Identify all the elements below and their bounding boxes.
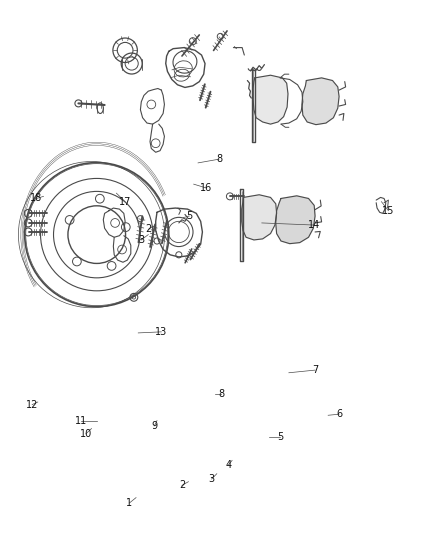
Text: 5: 5 [277,432,283,441]
Text: 18: 18 [30,193,42,204]
Polygon shape [253,75,288,124]
Text: 14: 14 [308,220,320,230]
Text: 8: 8 [216,154,222,164]
Polygon shape [302,78,339,125]
Polygon shape [242,195,277,240]
Text: 1: 1 [127,498,133,508]
Text: 13: 13 [155,327,167,337]
Text: 9: 9 [151,421,157,431]
Text: 3: 3 [208,474,215,484]
Text: 8: 8 [218,389,224,399]
Text: 10: 10 [80,429,92,439]
Text: 2: 2 [179,480,185,490]
Text: 5: 5 [186,211,192,221]
Text: 16: 16 [200,183,212,193]
Polygon shape [276,196,315,244]
Text: 3: 3 [138,235,145,245]
Text: 2: 2 [145,224,152,235]
Text: 12: 12 [26,400,38,410]
Text: 15: 15 [382,206,395,216]
Text: 6: 6 [336,409,342,419]
Text: 7: 7 [312,365,318,375]
Text: 17: 17 [119,197,131,207]
Text: 4: 4 [226,459,232,470]
Text: 11: 11 [74,416,87,425]
